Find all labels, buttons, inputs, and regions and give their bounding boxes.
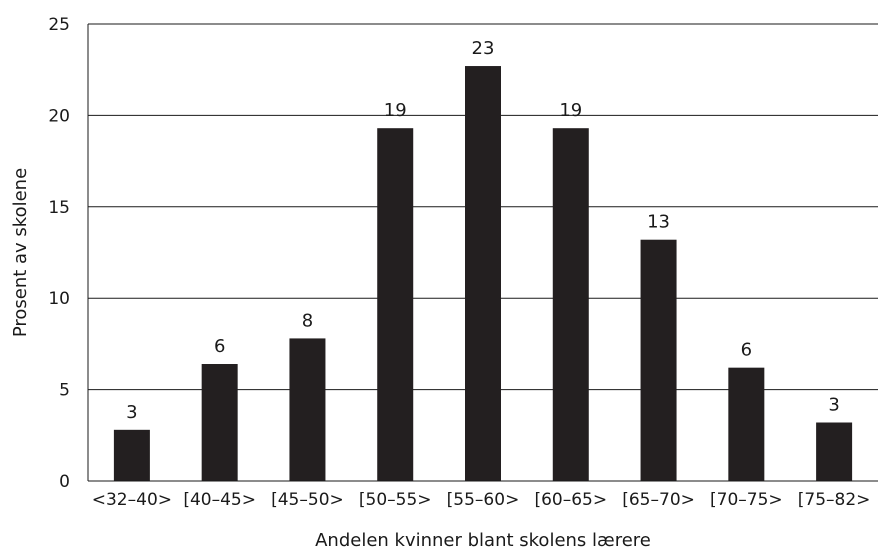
x-axis-title: Andelen kvinner blant skolens lærere: [315, 530, 651, 551]
data-label: 6: [741, 340, 752, 361]
data-label: 3: [126, 402, 137, 423]
bar: [113, 429, 150, 481]
y-tick-label: 20: [48, 106, 70, 126]
y-tick-label: 25: [48, 15, 70, 35]
data-label: 8: [302, 310, 313, 331]
x-tick-label: [40–45>: [183, 490, 256, 510]
y-tick-labels: 0 5 10 15 20 25: [48, 15, 70, 492]
y-tick-label: 10: [48, 289, 70, 309]
data-labels: 3 6 8 19 23 19 13 6 3: [126, 38, 840, 423]
data-label: 6: [214, 336, 225, 357]
y-tick-label: 5: [59, 381, 70, 401]
data-label: 23: [472, 38, 495, 59]
x-tick-labels: <32–40> [40–45> [45–50> [50–55> [55–60> [60–6…: [92, 490, 871, 510]
data-label: 3: [828, 395, 839, 416]
x-tick-label: [70–75>: [710, 490, 783, 510]
x-tick-label: [60–65>: [534, 490, 607, 510]
bar: [289, 338, 326, 481]
x-tick-label: [45–50>: [271, 490, 344, 510]
bar: [728, 367, 765, 481]
y-axis-title: Prosent av skolene: [10, 168, 31, 337]
bar: [640, 239, 677, 481]
bar: [552, 128, 589, 482]
bar: [377, 128, 414, 482]
x-tick-label: [65–70>: [622, 490, 695, 510]
bars: [113, 66, 853, 482]
bar: [816, 422, 853, 481]
bar: [201, 364, 238, 481]
x-tick-label: [75–82>: [798, 490, 871, 510]
data-label: 19: [559, 100, 582, 121]
data-label: 13: [647, 212, 670, 233]
bar: [465, 66, 501, 481]
y-tick-label: 15: [48, 198, 70, 218]
x-tick-label: [55–60>: [447, 490, 520, 510]
x-tick-label: [50–55>: [359, 490, 432, 510]
x-tick-label: <32–40>: [92, 490, 172, 510]
data-label: 19: [384, 100, 407, 121]
y-tick-label: 0: [59, 472, 70, 492]
